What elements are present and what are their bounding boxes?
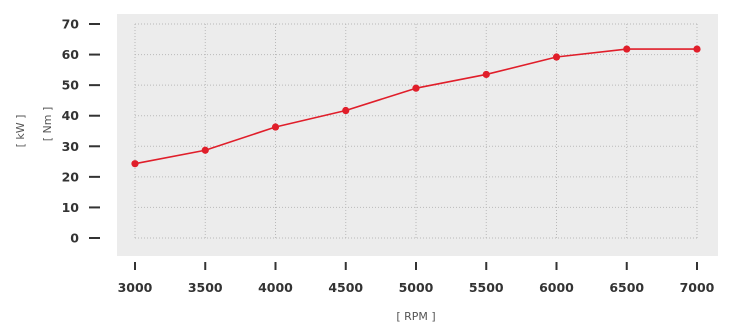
y-axis-label-kw: [ kW ] xyxy=(14,115,27,148)
series-layer xyxy=(131,45,701,168)
x-tick-label: 4000 xyxy=(258,280,293,295)
x-tick-label: 6500 xyxy=(609,280,644,295)
data-point xyxy=(552,53,561,61)
data-point xyxy=(412,84,420,92)
x-tick-label: 3500 xyxy=(188,280,223,295)
y-tick-label: 50 xyxy=(62,78,80,93)
data-point xyxy=(693,45,701,53)
x-tick-label: 5500 xyxy=(469,280,504,295)
y-axis-label-nm: [ Nm ] xyxy=(41,107,54,142)
y-tick-label: 70 xyxy=(62,17,80,32)
x-tick-label: 5000 xyxy=(399,280,434,295)
data-point xyxy=(623,45,631,53)
y-tick-label: 30 xyxy=(62,139,80,154)
grid-lines xyxy=(134,23,698,239)
x-tick-label: 6000 xyxy=(539,280,574,295)
data-point xyxy=(131,160,139,168)
y-tick-label: 10 xyxy=(62,200,80,215)
x-axis: 3000 3500 4000 4500 5000 5500 6000 6500 7000 xyxy=(118,262,715,295)
data-point xyxy=(271,123,280,131)
data-point xyxy=(342,106,350,115)
y-tick-label: 60 xyxy=(62,47,80,62)
y-tick-label: 0 xyxy=(70,231,79,246)
x-axis-label: [ RPM ] xyxy=(396,310,435,323)
x-tick-label: 4500 xyxy=(328,280,363,295)
x-tick-label: 3000 xyxy=(118,280,153,295)
data-point xyxy=(482,70,490,79)
x-tick-label: 7000 xyxy=(680,280,715,295)
y-tick-label: 40 xyxy=(62,108,80,123)
data-point xyxy=(201,146,209,154)
y-tick-label: 20 xyxy=(62,169,80,184)
y-axis: 0 10 20 30 40 50 60 70 xyxy=(62,17,100,246)
